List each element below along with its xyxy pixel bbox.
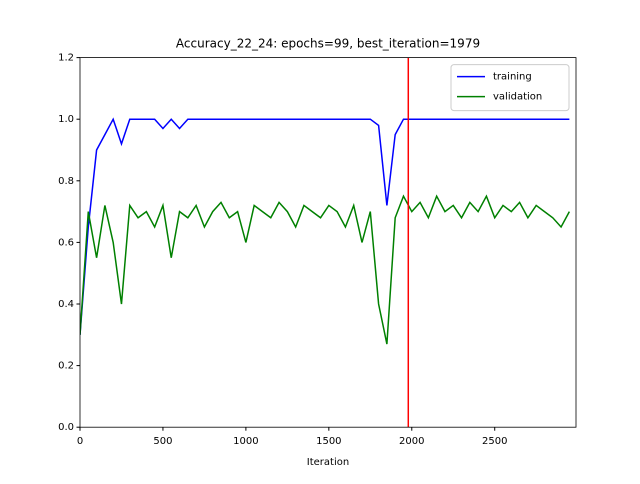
plot-frame	[79, 57, 577, 428]
y-tick-label: 0.8	[58, 176, 74, 187]
y-tick-label: 0.4	[58, 299, 74, 310]
x-tick-label: 500	[153, 436, 172, 447]
x-tick-label: 1000	[233, 436, 258, 447]
y-tick-label: 1.2	[58, 53, 74, 64]
y-tick-label: 0.2	[58, 361, 74, 372]
x-axis-label: Iteration	[307, 457, 349, 468]
chart-title: Accuracy_22_24: epochs=99, best_iteratio…	[176, 37, 480, 51]
y-tick-label: 0.0	[58, 422, 74, 433]
y-tick-label: 0.6	[58, 237, 74, 248]
legend-label: training	[493, 72, 532, 83]
x-tick-label: 0	[77, 436, 83, 447]
y-tick-label: 1.0	[58, 114, 74, 125]
x-tick-label: 1500	[316, 436, 341, 447]
legend-label: validation	[493, 92, 542, 103]
line-series	[80, 194, 571, 345]
x-tick-label: 2000	[399, 436, 424, 447]
x-tick-label: 2500	[482, 436, 507, 447]
line-series	[80, 117, 570, 335]
